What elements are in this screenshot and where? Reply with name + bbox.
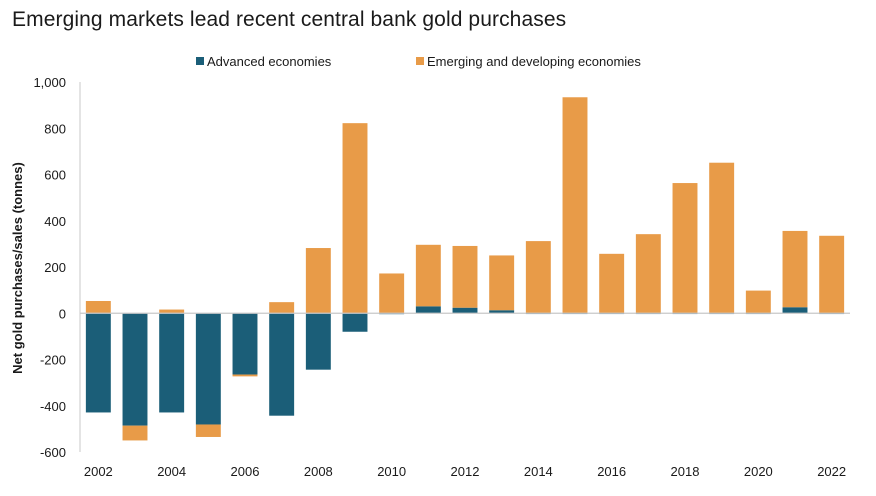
bar-emerging-2014 [525,241,551,314]
bar-advanced-2013 [489,310,515,314]
x-tick-label: 2004 [157,464,186,479]
x-tick-label: 2010 [377,464,406,479]
y-tick-label: 0 [59,306,66,321]
bar-advanced-2007 [269,313,295,416]
bar-emerging-2019 [709,162,735,314]
bar-advanced-2009 [342,313,368,332]
x-tick-label: 2008 [304,464,333,479]
bar-emerging-2015 [562,97,588,314]
y-axis: 1,000 800 600 400 200 0 -200 -400 -600 [33,75,81,460]
bar-emerging-2013 [489,255,515,311]
legend-swatch [196,57,204,65]
bar-emerging-2004 [159,309,185,314]
bar-emerging-2010 [379,273,405,314]
bar-advanced-2005 [195,313,221,425]
legend-label: Advanced economies [207,54,332,69]
chart-title: Emerging markets lead recent central ban… [12,8,567,31]
y-tick-label: -200 [40,353,66,368]
bars [80,97,850,441]
bar-emerging-2011 [415,244,441,307]
bar-emerging-2009 [342,123,368,314]
bar-emerging-2017 [635,234,661,314]
bar-emerging-2006 [232,374,258,377]
bar-advanced-2011 [415,306,441,314]
bar-advanced-2006 [232,313,258,375]
y-tick-label: 200 [44,260,66,275]
bar-emerging-2008 [305,248,331,314]
bar-advanced-2003 [122,313,148,426]
y-tick-label: 1,000 [33,75,66,90]
bar-emerging-2012 [452,245,478,308]
x-tick-label: 2012 [451,464,480,479]
legend-label: Emerging and developing economies [427,54,641,69]
bar-emerging-2020 [745,290,771,314]
y-axis-label: Net gold purchases/sales (tonnes) [10,162,25,374]
x-tick-label: 2018 [671,464,700,479]
bar-advanced-2021 [782,307,808,314]
bar-emerging-2005 [195,424,221,437]
y-tick-label: 800 [44,121,66,136]
legend: Advanced economies Emerging and developin… [196,54,641,69]
bar-emerging-2002 [85,300,111,314]
x-axis: 2002 2004 2006 2008 2010 2012 2014 2016 2018 2020… [84,464,846,479]
y-tick-label: 400 [44,214,66,229]
bar-advanced-2008 [305,313,331,370]
y-tick-label: -600 [40,445,66,460]
bar-emerging-2021 [782,230,808,308]
x-tick-label: 2014 [524,464,553,479]
bar-advanced-2002 [85,313,111,413]
x-tick-label: 2020 [744,464,773,479]
x-tick-label: 2002 [84,464,113,479]
bar-emerging-2016 [599,253,625,314]
bar-emerging-2003 [122,425,148,441]
x-tick-label: 2006 [231,464,260,479]
y-tick-label: 600 [44,168,66,183]
legend-swatch [416,57,424,65]
x-tick-label: 2016 [597,464,626,479]
bar-emerging-2007 [269,302,295,314]
bar-advanced-2004 [159,313,185,413]
bar-emerging-2018 [672,183,698,314]
x-tick-label: 2022 [817,464,846,479]
y-tick-label: -400 [40,399,66,414]
bar-emerging-2022 [819,235,845,314]
bar-advanced-2012 [452,307,478,314]
